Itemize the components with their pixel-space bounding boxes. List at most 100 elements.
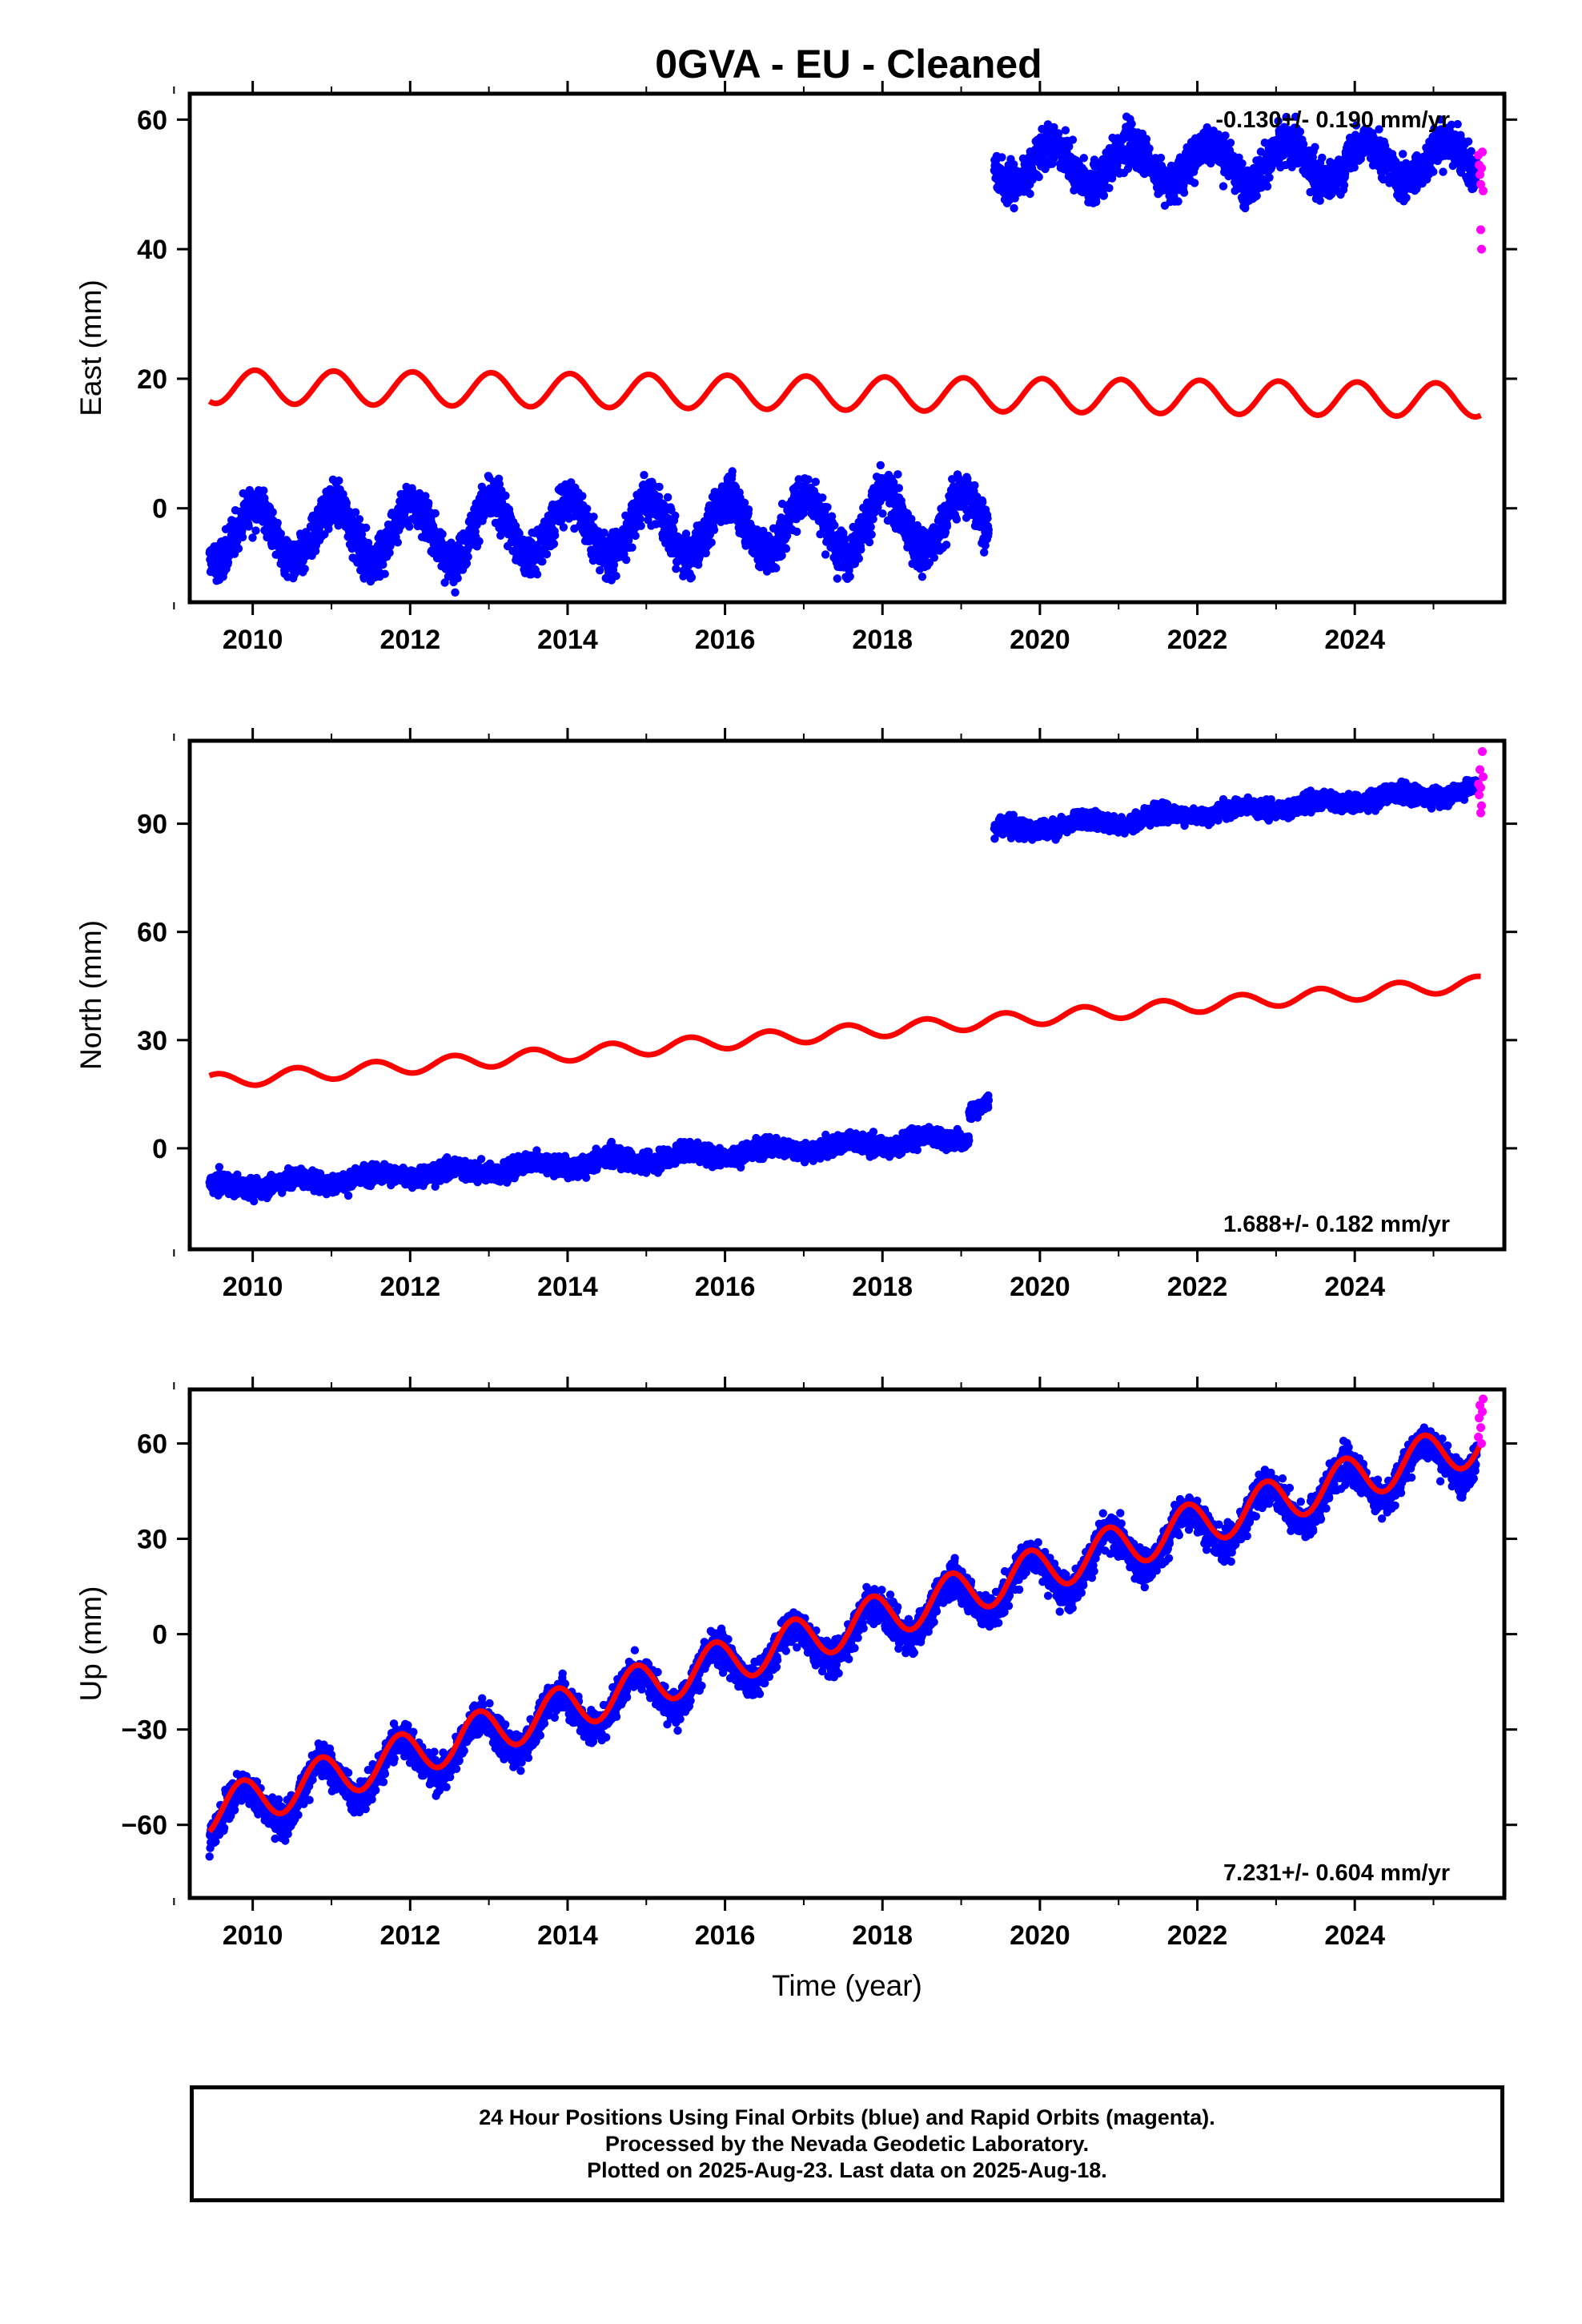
y-axis-title-east: East (mm): [74, 279, 107, 416]
final-point: [1311, 143, 1319, 151]
final-point: [1145, 144, 1154, 153]
final-point: [438, 529, 447, 539]
final-point: [451, 588, 460, 597]
final-point: [827, 512, 837, 521]
final-point: [907, 514, 916, 524]
x-tick-label: 2012: [379, 625, 440, 655]
final-point: [952, 515, 962, 524]
x-tick-label: 2010: [223, 625, 283, 655]
final-point: [405, 522, 414, 531]
rapid-point: [1476, 225, 1485, 235]
final-point: [1339, 181, 1349, 190]
panels: 2010 2012 2014 2016 2018 2020 2022 20240204060E…: [74, 81, 1517, 2002]
final-point: [1065, 142, 1074, 151]
final-point: [300, 565, 309, 573]
final-point: [1144, 151, 1153, 159]
final-point: [930, 553, 939, 562]
final-point: [1034, 172, 1043, 182]
final-point: [612, 572, 620, 581]
final-point: [596, 566, 604, 575]
final-point: [244, 522, 253, 531]
final-point: [1464, 137, 1473, 146]
rapid-point: [1479, 186, 1488, 195]
final-point: [431, 509, 440, 518]
final-point: [559, 523, 568, 532]
final-point: [804, 475, 813, 484]
final-point: [777, 551, 786, 560]
final-point: [1318, 153, 1327, 163]
final-point: [1049, 154, 1058, 163]
final-point: [669, 525, 678, 534]
final-point: [840, 536, 849, 545]
final-point: [1238, 159, 1247, 168]
final-point: [981, 541, 990, 550]
rapid-point: [1477, 163, 1486, 173]
final-point: [1054, 129, 1063, 138]
y-tick-label: 0: [152, 494, 167, 525]
final-point: [464, 553, 472, 561]
final-point: [1068, 135, 1078, 144]
final-point: [273, 518, 282, 528]
final-point: [845, 572, 854, 581]
figure-title: 0GVA - EU - Cleaned: [655, 42, 1042, 86]
final-point: [532, 570, 542, 579]
final-point: [655, 482, 664, 492]
final-point: [984, 525, 994, 534]
final-point: [1092, 197, 1101, 207]
final-point: [948, 475, 957, 484]
final-point: [970, 480, 979, 490]
final-point: [663, 493, 673, 502]
final-point: [980, 548, 989, 557]
final-point: [1156, 153, 1166, 163]
final-point: [1252, 191, 1261, 200]
final-point: [672, 565, 681, 573]
final-point: [942, 541, 951, 549]
final-point: [495, 480, 504, 489]
final-point: [385, 549, 394, 557]
final-point: [876, 460, 885, 470]
final-point: [865, 537, 874, 547]
final-point: [1127, 119, 1136, 128]
final-point: [362, 523, 371, 533]
final-point: [978, 498, 987, 507]
final-point: [259, 486, 268, 495]
final-point: [1010, 203, 1018, 213]
final-point: [628, 543, 636, 552]
final-point: [781, 545, 791, 553]
final-point: [600, 529, 608, 537]
final-point: [1174, 197, 1182, 206]
x-tick-label: 2018: [852, 625, 913, 655]
final-point: [578, 492, 587, 501]
rapid-point: [1477, 244, 1486, 254]
final-point: [830, 521, 839, 530]
final-point: [833, 574, 842, 583]
final-point: [1179, 188, 1189, 197]
panel-north: 2010 2012 2014 2016 2018 2020 2022 20240306090N…: [74, 728, 1517, 1302]
final-point: [1402, 193, 1411, 203]
final-point: [1190, 179, 1199, 187]
final-point: [1142, 135, 1151, 143]
final-point: [869, 515, 877, 524]
final-point: [622, 555, 631, 565]
final-point: [782, 531, 792, 541]
plot-area-north: [205, 747, 1488, 1206]
final-point: [248, 533, 257, 542]
final-point: [728, 467, 737, 476]
final-point: [894, 484, 904, 493]
final-point: [1315, 196, 1324, 205]
final-point: [636, 521, 645, 530]
final-point: [654, 493, 664, 501]
final-point: [681, 529, 691, 538]
final-point: [501, 491, 510, 501]
final-point: [854, 554, 864, 563]
final-point: [893, 470, 902, 479]
final-point: [740, 498, 749, 508]
final-point: [380, 569, 389, 578]
final-point: [878, 509, 887, 518]
final-point: [421, 492, 430, 501]
final-point: [1263, 182, 1272, 191]
x-tick-label: 2014: [537, 625, 598, 655]
plot-area-east: [205, 112, 1488, 597]
final-point: [759, 526, 768, 536]
final-point: [1226, 139, 1235, 147]
